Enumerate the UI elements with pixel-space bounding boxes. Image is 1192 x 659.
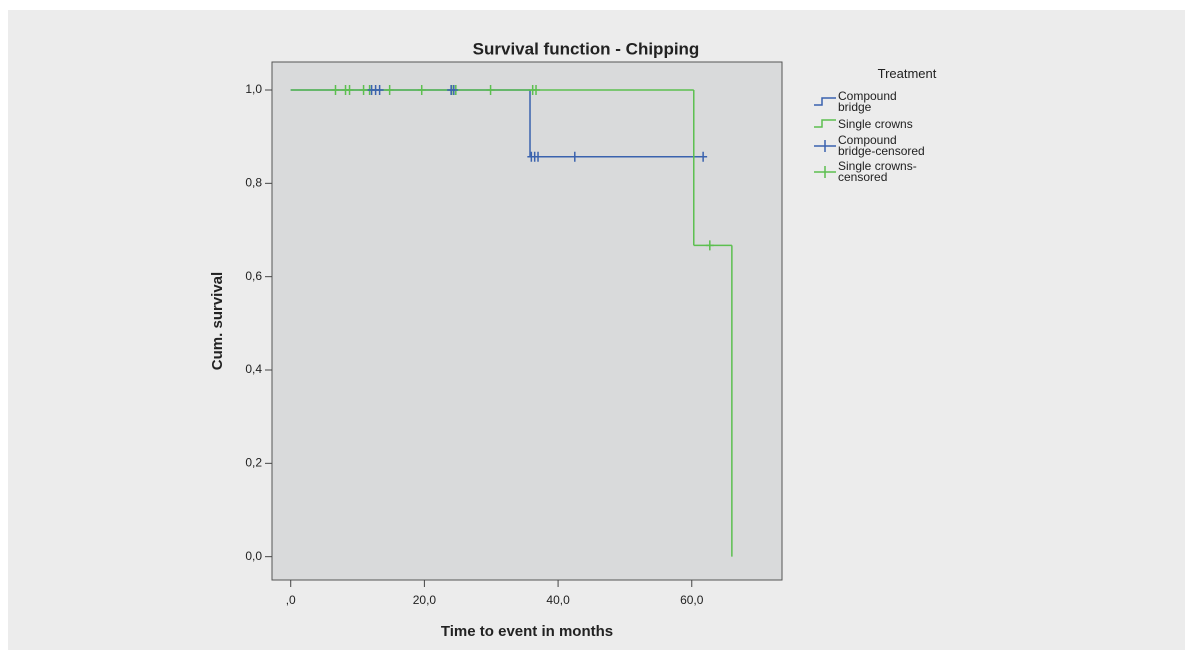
legend-swatch [814, 166, 836, 178]
censor-mark [375, 85, 384, 95]
y-tick-label: 0,2 [245, 456, 262, 470]
censor-mark [532, 85, 541, 95]
legend: Treatment Compound bridge Single crowns Co… [812, 66, 1012, 187]
censor-mark [449, 85, 458, 95]
legend-item: Compound bridge-censored [812, 133, 1012, 158]
x-tick-label: ,0 [286, 593, 296, 607]
y-tick-label: 0,8 [245, 176, 262, 190]
legend-title: Treatment [877, 66, 937, 81]
legend-swatch [814, 119, 836, 128]
legend-icon [814, 119, 836, 128]
legend-swatch [814, 97, 836, 106]
censor-mark [534, 151, 543, 162]
legend-item: Single crowns-censored [812, 159, 1012, 184]
x-tick-label: 20,0 [413, 593, 437, 607]
censor-mark [570, 151, 579, 162]
legend-icon [814, 140, 836, 152]
x-tick-label: 40,0 [546, 593, 570, 607]
y-tick-label: 0,0 [245, 549, 262, 563]
chart-title: Survival function - Chipping [473, 39, 700, 58]
legend-label: Single crowns [838, 116, 913, 131]
legend-swatch [814, 140, 836, 152]
censor-mark [345, 85, 354, 95]
legend-icon [814, 97, 836, 106]
y-tick-label: 1,0 [245, 82, 262, 96]
plot-area [271, 61, 783, 581]
censor-mark [699, 151, 708, 162]
y-tick-label: 0,6 [245, 269, 262, 283]
legend-label: Compound bridge [838, 89, 897, 114]
censor-mark [417, 85, 426, 95]
censor-mark [385, 85, 394, 95]
y-axis-label: Cum. survival [209, 272, 226, 370]
censor-mark [486, 85, 495, 95]
censor-mark [331, 85, 340, 95]
legend-icon [814, 166, 836, 178]
x-axis-label: Time to event in months [441, 623, 613, 640]
legend-label: Single crowns-censored [838, 159, 917, 184]
legend-label: Compound bridge-censored [838, 133, 925, 158]
censor-mark [705, 240, 714, 251]
legend-item: Single crowns [812, 117, 1012, 131]
legend-item: Compound bridge [812, 89, 1012, 114]
x-tick-label: 60,0 [680, 593, 704, 607]
y-tick-label: 0,4 [245, 362, 262, 376]
